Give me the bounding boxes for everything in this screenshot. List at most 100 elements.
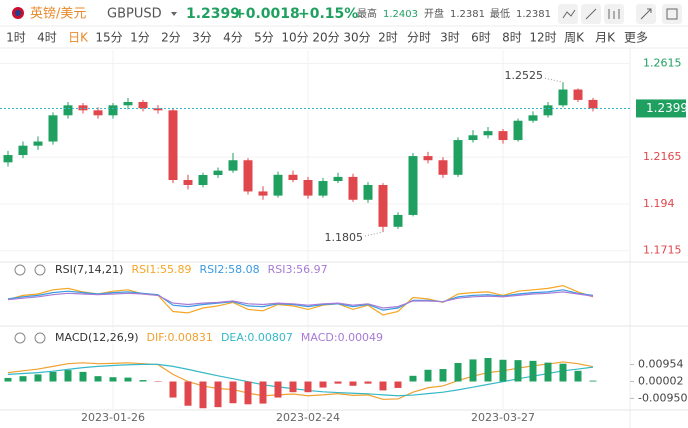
period-tab[interactable]: 日K (68, 31, 89, 45)
candle-body (48, 115, 58, 142)
macd-bar (259, 381, 267, 404)
period-tab[interactable]: 2分 (161, 31, 181, 45)
toolbar-icon (640, 8, 652, 20)
open-label: 开盘 (424, 7, 444, 20)
candle-body (288, 174, 298, 180)
dropdown-arrow[interactable] (171, 12, 177, 16)
y-tick-label: 1.2615 (643, 57, 682, 70)
indicator-line (7, 361, 594, 400)
macd-bar (154, 381, 162, 383)
period-tab[interactable]: 15分 (95, 31, 122, 45)
legend-entry: RSI2:58.08 (200, 263, 260, 276)
period-tab[interactable]: 4分 (223, 31, 243, 45)
candle-body (558, 89, 568, 106)
macd-bar (529, 360, 537, 382)
candle-body (363, 184, 373, 200)
macd-bar (559, 363, 567, 382)
macd-bar (109, 377, 117, 382)
candle-body (243, 160, 253, 192)
candle-body (438, 160, 448, 175)
toolbar-icon (608, 9, 620, 19)
macd-bar (484, 358, 492, 382)
macd-bar (184, 381, 192, 406)
candle-body (3, 155, 13, 163)
period-tab[interactable]: 3时 (440, 31, 460, 45)
open-value: 1.2381 (450, 9, 485, 20)
high-value: 1.2403 (383, 9, 418, 20)
toolbar-button[interactable] (662, 4, 682, 24)
macd-bar (49, 371, 57, 382)
candle-body (468, 135, 478, 141)
macd-bar (589, 380, 597, 382)
candle-body (153, 108, 163, 111)
toolbar-button[interactable] (558, 4, 578, 24)
high-label: 最高 (357, 7, 377, 20)
candle-body (228, 160, 238, 171)
period-tab[interactable]: 月K (595, 31, 616, 45)
macd-bar (274, 381, 282, 398)
macd-bar (574, 370, 582, 382)
candle-body (108, 105, 118, 116)
candle-body (198, 175, 208, 185)
macd-bar (124, 377, 132, 382)
max-marker (544, 77, 564, 83)
macd-bar (19, 376, 27, 382)
period-tab[interactable]: 5分 (254, 31, 274, 45)
period-tab[interactable]: 分时 (407, 31, 431, 45)
candle-body (183, 180, 193, 185)
indicator-line (7, 284, 594, 316)
y-tick-label: 1.1715 (643, 244, 682, 257)
y-tick-label: 1.2165 (643, 150, 682, 163)
settings-icon[interactable] (34, 332, 46, 344)
candle-body (63, 105, 73, 116)
period-tab[interactable]: 10分 (281, 31, 308, 45)
pair-symbol[interactable]: GBPUSD (107, 7, 162, 22)
legend-entry: RSI3:56.97 (268, 263, 328, 276)
eye-icon[interactable] (14, 332, 26, 344)
y-tick-label: 0.00954 (638, 358, 684, 371)
period-tab[interactable]: 20分 (312, 31, 339, 45)
candle-body (528, 115, 538, 121)
period-tab[interactable]: 周K (564, 31, 585, 45)
macd-bar (139, 380, 147, 382)
settings-icon[interactable] (34, 264, 46, 276)
min-label: 1.1805 (325, 231, 364, 244)
toolbar-icon (666, 8, 678, 20)
macd-bar (199, 381, 207, 409)
macd-bar (379, 381, 387, 391)
price-change-pct: +0.15% (298, 6, 358, 22)
toolbar-icon (585, 8, 597, 20)
macd-bar (229, 381, 237, 404)
period-tab[interactable]: 30分 (343, 31, 370, 45)
macd-bar (64, 370, 72, 382)
last-price-label: 1.2399 (646, 101, 688, 115)
candle-body (378, 184, 388, 227)
period-tab[interactable]: 2时 (378, 31, 398, 45)
price-change: +0.0018 (234, 6, 300, 22)
last-price: 1.2399 (186, 6, 240, 22)
macd-bar (514, 360, 522, 382)
period-tab[interactable]: 8时 (502, 31, 522, 45)
macd-bar (394, 381, 402, 388)
macd-bar (79, 371, 87, 382)
period-tab[interactable]: 4时 (37, 31, 57, 45)
y-tick-label: 1.194 (643, 197, 675, 210)
candle-body (303, 180, 313, 196)
macd-bar (169, 381, 177, 398)
candle-body (573, 89, 583, 100)
period-tab[interactable]: 12时 (529, 31, 556, 45)
macd-bar (424, 369, 432, 382)
candle-body (33, 141, 43, 146)
legend-entry: DEA:0.00807 (221, 331, 293, 344)
period-tab[interactable]: 3分 (192, 31, 212, 45)
candle-body (423, 156, 433, 161)
macd-bar (4, 377, 12, 382)
period-tab[interactable]: 更多 (624, 31, 648, 45)
chart-layer: 1时 4时 日K 15分 1分 2分 3分 4分 5分 10分 20分 30分 2时 分时 3时 6时 8时 12… (0, 31, 688, 424)
eye-icon[interactable] (14, 264, 26, 276)
period-tab[interactable]: 1分 (130, 31, 150, 45)
macd-bar (499, 359, 507, 382)
indicator-title: RSI(7,14,21) (55, 263, 123, 276)
period-tab[interactable]: 1时 (6, 31, 26, 45)
period-tab[interactable]: 6时 (471, 31, 491, 45)
